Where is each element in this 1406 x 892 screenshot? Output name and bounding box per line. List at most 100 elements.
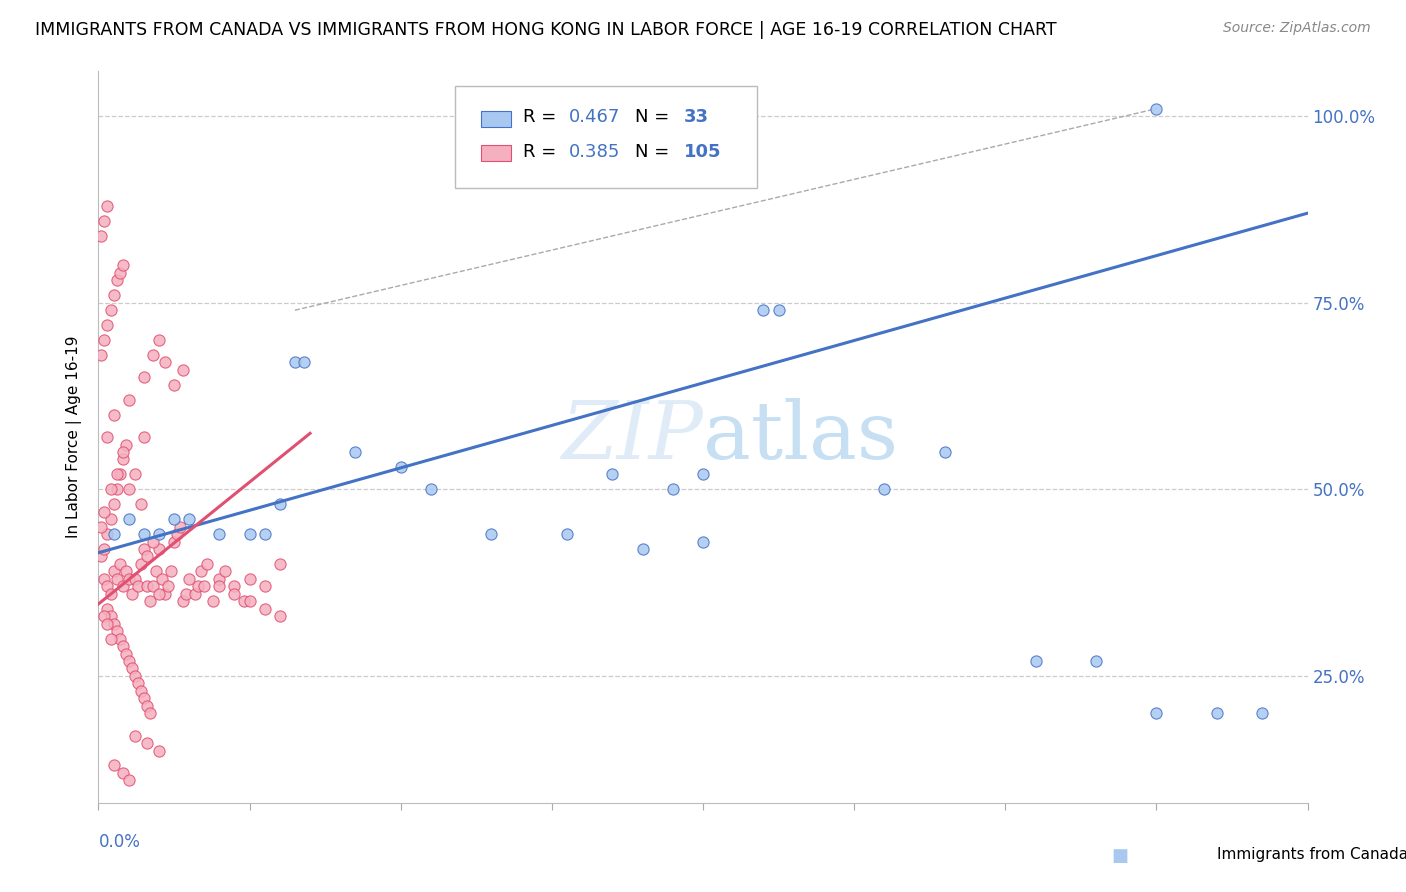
Point bbox=[195, 557, 218, 571]
Point bbox=[114, 565, 136, 579]
Point bbox=[121, 587, 143, 601]
Point bbox=[284, 355, 307, 369]
Point bbox=[132, 542, 155, 557]
Point bbox=[269, 609, 291, 624]
Point bbox=[148, 333, 170, 347]
Point bbox=[208, 527, 231, 541]
Point bbox=[124, 467, 146, 482]
Point bbox=[127, 676, 149, 690]
Text: 0.385: 0.385 bbox=[569, 143, 620, 161]
Point bbox=[129, 683, 152, 698]
Y-axis label: In Labor Force | Age 16-19: In Labor Force | Age 16-19 bbox=[66, 335, 83, 539]
Text: Immigrants from Canada: Immigrants from Canada bbox=[1218, 847, 1406, 862]
Point bbox=[100, 483, 122, 497]
Point bbox=[124, 729, 146, 743]
FancyBboxPatch shape bbox=[456, 86, 758, 188]
Point bbox=[269, 557, 291, 571]
Point bbox=[96, 199, 118, 213]
Point bbox=[93, 505, 115, 519]
Point bbox=[111, 259, 134, 273]
Point bbox=[93, 333, 115, 347]
Point bbox=[269, 497, 291, 511]
Text: 0.0%: 0.0% bbox=[98, 833, 141, 851]
Point bbox=[179, 512, 201, 526]
Point bbox=[129, 497, 152, 511]
Point bbox=[135, 579, 157, 593]
Point bbox=[148, 587, 170, 601]
Point bbox=[111, 766, 134, 780]
Point bbox=[1144, 102, 1167, 116]
Point bbox=[103, 288, 125, 302]
Point bbox=[481, 527, 503, 541]
Point bbox=[239, 594, 262, 608]
Point bbox=[1206, 706, 1229, 721]
Point bbox=[166, 527, 188, 541]
Point bbox=[172, 594, 194, 608]
Point bbox=[124, 572, 146, 586]
Text: 105: 105 bbox=[683, 143, 721, 161]
Point bbox=[193, 579, 215, 593]
Point bbox=[169, 519, 191, 533]
Point bbox=[100, 512, 122, 526]
Point bbox=[153, 587, 176, 601]
Point bbox=[163, 377, 186, 392]
Point bbox=[118, 773, 141, 788]
Point bbox=[661, 483, 683, 497]
Text: Source: ZipAtlas.com: Source: ZipAtlas.com bbox=[1223, 21, 1371, 35]
Point bbox=[239, 572, 262, 586]
Point bbox=[103, 616, 125, 631]
Point bbox=[420, 483, 443, 497]
Point bbox=[150, 572, 173, 586]
Point bbox=[96, 616, 118, 631]
Text: R =: R = bbox=[523, 143, 562, 161]
Point bbox=[142, 534, 165, 549]
Point bbox=[111, 445, 134, 459]
Point bbox=[121, 661, 143, 675]
Point bbox=[100, 632, 122, 646]
Point bbox=[187, 579, 209, 593]
Point bbox=[124, 669, 146, 683]
Text: R =: R = bbox=[523, 109, 562, 127]
Point bbox=[132, 691, 155, 706]
Point bbox=[142, 348, 165, 362]
Point bbox=[105, 273, 128, 287]
Point bbox=[873, 483, 896, 497]
Point bbox=[114, 437, 136, 451]
Bar bbox=[481, 111, 510, 127]
Point bbox=[118, 572, 141, 586]
Point bbox=[202, 594, 225, 608]
Point bbox=[135, 698, 157, 713]
Point bbox=[96, 318, 118, 332]
Point bbox=[692, 467, 714, 482]
Point bbox=[142, 579, 165, 593]
Point bbox=[108, 557, 131, 571]
Point bbox=[103, 408, 125, 422]
Point bbox=[139, 706, 162, 721]
Point bbox=[111, 452, 134, 467]
Point bbox=[105, 572, 128, 586]
Point bbox=[132, 430, 155, 444]
Point bbox=[752, 303, 775, 318]
Point bbox=[103, 565, 125, 579]
Point bbox=[93, 572, 115, 586]
Point bbox=[692, 534, 714, 549]
Point bbox=[253, 579, 276, 593]
Point bbox=[179, 572, 201, 586]
Point bbox=[118, 483, 141, 497]
Point bbox=[90, 549, 112, 564]
Point bbox=[103, 758, 125, 772]
Point bbox=[139, 594, 162, 608]
Text: IMMIGRANTS FROM CANADA VS IMMIGRANTS FROM HONG KONG IN LABOR FORCE | AGE 16-19 C: IMMIGRANTS FROM CANADA VS IMMIGRANTS FRO… bbox=[35, 21, 1057, 38]
Point bbox=[96, 579, 118, 593]
Point bbox=[127, 579, 149, 593]
Point bbox=[174, 587, 197, 601]
Point bbox=[108, 632, 131, 646]
Point bbox=[90, 228, 112, 243]
Text: N =: N = bbox=[636, 109, 675, 127]
Point bbox=[90, 519, 112, 533]
Point bbox=[148, 527, 170, 541]
Point bbox=[93, 213, 115, 227]
Point bbox=[96, 527, 118, 541]
Point bbox=[768, 303, 790, 318]
Point bbox=[132, 527, 155, 541]
